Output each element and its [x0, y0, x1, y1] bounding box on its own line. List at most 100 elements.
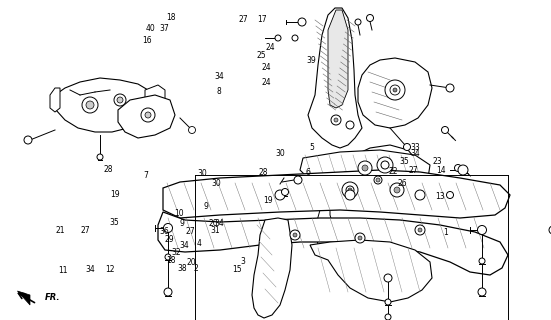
Circle shape: [346, 186, 354, 194]
Text: 20: 20: [186, 258, 196, 267]
Polygon shape: [18, 291, 30, 305]
Polygon shape: [325, 172, 375, 206]
Circle shape: [446, 191, 453, 198]
Text: 19: 19: [263, 196, 273, 205]
Polygon shape: [374, 172, 422, 208]
Circle shape: [393, 88, 397, 92]
Text: 1: 1: [443, 228, 447, 237]
Circle shape: [334, 118, 338, 122]
Circle shape: [403, 143, 410, 150]
Text: 12: 12: [105, 265, 115, 274]
Circle shape: [145, 112, 151, 118]
Circle shape: [390, 183, 404, 197]
Polygon shape: [358, 58, 432, 128]
Text: 25: 25: [257, 52, 267, 60]
Circle shape: [479, 258, 485, 264]
Circle shape: [86, 101, 94, 109]
Circle shape: [385, 314, 391, 320]
Text: 27: 27: [239, 15, 249, 24]
Circle shape: [385, 80, 405, 100]
Circle shape: [348, 188, 352, 192]
Circle shape: [384, 274, 392, 282]
Text: 9: 9: [203, 202, 208, 211]
Circle shape: [374, 176, 382, 184]
Text: 22: 22: [388, 167, 398, 176]
Polygon shape: [252, 218, 292, 318]
Circle shape: [549, 226, 551, 234]
Circle shape: [293, 233, 297, 237]
Circle shape: [381, 161, 389, 169]
Circle shape: [346, 121, 354, 129]
Text: 39: 39: [306, 56, 316, 65]
Text: 19: 19: [110, 190, 120, 199]
Circle shape: [415, 190, 425, 200]
Circle shape: [114, 94, 126, 106]
Text: 30: 30: [197, 169, 207, 178]
Text: 5: 5: [309, 143, 314, 152]
Circle shape: [298, 18, 306, 26]
Text: FR.: FR.: [45, 293, 61, 302]
Circle shape: [358, 161, 372, 175]
Circle shape: [117, 97, 123, 103]
Text: 34: 34: [180, 241, 190, 250]
Text: 27: 27: [80, 226, 90, 235]
Text: 37: 37: [159, 24, 169, 33]
Circle shape: [355, 19, 361, 25]
Circle shape: [366, 14, 374, 21]
Circle shape: [345, 190, 355, 200]
Circle shape: [458, 165, 468, 175]
Text: 27: 27: [408, 166, 418, 175]
Text: 24: 24: [265, 43, 275, 52]
Circle shape: [446, 84, 454, 92]
Text: 27: 27: [185, 228, 195, 236]
Circle shape: [362, 165, 368, 171]
Text: 38: 38: [177, 264, 187, 273]
Text: 28: 28: [103, 165, 113, 174]
Circle shape: [294, 176, 302, 184]
Text: 34: 34: [85, 265, 95, 274]
Circle shape: [376, 178, 380, 182]
Text: 20: 20: [209, 219, 219, 228]
Circle shape: [188, 126, 196, 133]
Text: 18: 18: [166, 256, 176, 265]
Text: 18: 18: [166, 13, 176, 22]
Polygon shape: [53, 78, 152, 132]
Text: 31: 31: [210, 226, 220, 235]
Text: 2: 2: [193, 264, 198, 273]
Circle shape: [455, 164, 462, 172]
Text: 36: 36: [159, 227, 169, 236]
Text: 3: 3: [240, 257, 245, 266]
Text: 14: 14: [436, 166, 446, 175]
Circle shape: [141, 108, 155, 122]
Circle shape: [415, 225, 425, 235]
Polygon shape: [50, 88, 60, 112]
Circle shape: [441, 126, 449, 133]
Polygon shape: [328, 10, 348, 108]
Text: 15: 15: [232, 265, 242, 274]
Polygon shape: [300, 150, 430, 188]
Text: 16: 16: [142, 36, 152, 45]
Text: 26: 26: [397, 179, 407, 188]
Circle shape: [290, 230, 300, 240]
Text: 30: 30: [275, 149, 285, 158]
Circle shape: [275, 35, 281, 41]
Circle shape: [377, 157, 393, 173]
Text: 17: 17: [257, 15, 267, 24]
Text: 40: 40: [145, 24, 155, 33]
Circle shape: [164, 288, 172, 296]
Text: 35: 35: [399, 157, 409, 166]
Circle shape: [478, 288, 486, 296]
Text: 10: 10: [174, 209, 184, 218]
Text: 13: 13: [435, 192, 445, 201]
Text: 11: 11: [58, 266, 68, 275]
Circle shape: [164, 223, 172, 233]
Circle shape: [418, 228, 422, 232]
Circle shape: [342, 182, 358, 198]
Circle shape: [165, 254, 171, 260]
Text: 28: 28: [258, 168, 268, 177]
Polygon shape: [158, 212, 508, 275]
Text: 35: 35: [110, 218, 120, 227]
Polygon shape: [163, 170, 510, 218]
Circle shape: [390, 85, 400, 95]
Polygon shape: [145, 85, 165, 112]
